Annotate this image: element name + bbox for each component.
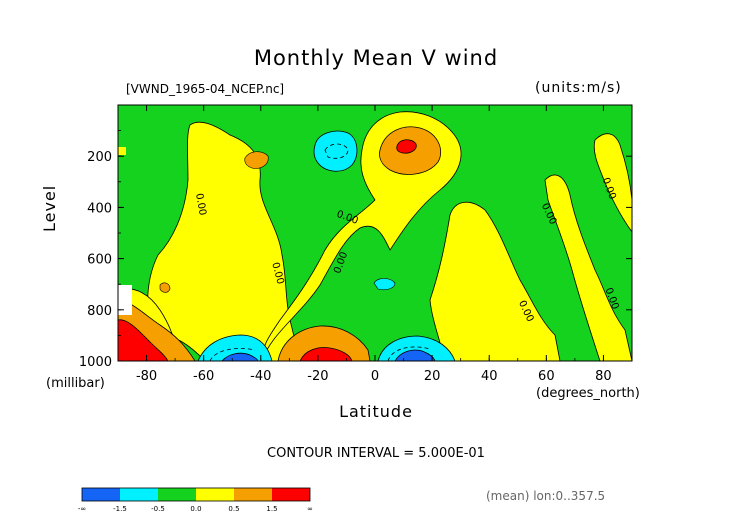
y-tick-label: 400 bbox=[87, 201, 112, 216]
x-axis-unit: (degrees_north) bbox=[536, 386, 640, 401]
max-region-south-200mb bbox=[244, 151, 269, 169]
max-region-surface-south bbox=[277, 325, 371, 361]
x-tick-label: -20 bbox=[307, 369, 328, 384]
x-tick-label: -40 bbox=[250, 369, 271, 384]
colorbar-swatch bbox=[272, 488, 310, 501]
colorbar-label: -∞ bbox=[78, 505, 86, 513]
min-region-surface-south bbox=[197, 334, 273, 361]
y-axis-unit: (millibar) bbox=[46, 376, 105, 391]
y-tick-label: 600 bbox=[87, 253, 112, 268]
positive-region-west-edge bbox=[118, 147, 126, 155]
colorbar: -∞ -1.5 -0.5 0.0 0.5 1.5 ∞ bbox=[78, 487, 313, 513]
min-region-surface-north bbox=[377, 335, 456, 361]
colorbar-swatch bbox=[158, 488, 196, 501]
positive-region-far-north bbox=[593, 133, 632, 233]
x-tick-label: 20 bbox=[424, 369, 441, 384]
contour-label: 0.00 bbox=[193, 192, 208, 216]
x-tick-label: 0 bbox=[371, 369, 379, 384]
file-label: [VWND_1965-04_NCEP.nc] bbox=[126, 82, 285, 96]
dashed-contour-surface-south bbox=[209, 348, 256, 361]
max-core-surface-south bbox=[299, 347, 353, 361]
x-tick-label: 80 bbox=[595, 369, 612, 384]
colorbar-swatch bbox=[196, 488, 234, 501]
min-core-surface-north bbox=[394, 349, 436, 361]
min-region-600mb bbox=[373, 278, 396, 291]
contour-field bbox=[118, 105, 632, 361]
colorbar-label: 0.5 bbox=[228, 505, 239, 513]
dashed-contour-surface-north bbox=[387, 346, 431, 361]
y-tick-label: 1000 bbox=[79, 355, 112, 370]
x-tick-label: 60 bbox=[538, 369, 555, 384]
colorbar-label: 1.5 bbox=[266, 505, 277, 513]
x-tick-label: 40 bbox=[481, 369, 498, 384]
chart-title: Monthly Mean V wind bbox=[253, 46, 499, 70]
min-region-200mb bbox=[313, 130, 358, 172]
missing-data-patch bbox=[118, 285, 132, 315]
colorbar-label: -0.5 bbox=[151, 505, 165, 513]
y-axis-ticks: 200 400 600 800 1000 bbox=[79, 130, 632, 370]
max-core-polar bbox=[118, 319, 169, 361]
positive-region-north-high bbox=[544, 174, 632, 361]
x-tick-label: -60 bbox=[193, 369, 214, 384]
y-tick-label: 200 bbox=[87, 150, 112, 165]
max-core-200mb bbox=[396, 139, 417, 154]
colorbar-label: -1.5 bbox=[113, 505, 127, 513]
contour-interval-label: CONTOUR INTERVAL = 5.000E-01 bbox=[267, 446, 485, 461]
colorbar-label: ∞ bbox=[307, 505, 313, 513]
colorbar-swatch bbox=[82, 488, 120, 501]
x-tick-label: -80 bbox=[136, 369, 157, 384]
min-core-surface-south bbox=[221, 352, 259, 361]
x-axis-ticks: -80 -60 -40 -20 0 20 40 60 80 bbox=[117, 105, 633, 384]
max-small-south bbox=[159, 282, 171, 293]
colorbar-swatch bbox=[120, 488, 158, 501]
x-axis-label: Latitude bbox=[339, 402, 413, 421]
dashed-contour-200mb bbox=[324, 143, 349, 159]
colorbar-swatch bbox=[234, 488, 272, 501]
colorbar-frame bbox=[81, 487, 311, 502]
y-tick-label: 800 bbox=[87, 304, 112, 319]
units-label: (units:m/s) bbox=[535, 80, 622, 96]
colorbar-label: 0.0 bbox=[190, 505, 201, 513]
mean-longitude-note: (mean) lon:0..357.5 bbox=[486, 489, 606, 503]
